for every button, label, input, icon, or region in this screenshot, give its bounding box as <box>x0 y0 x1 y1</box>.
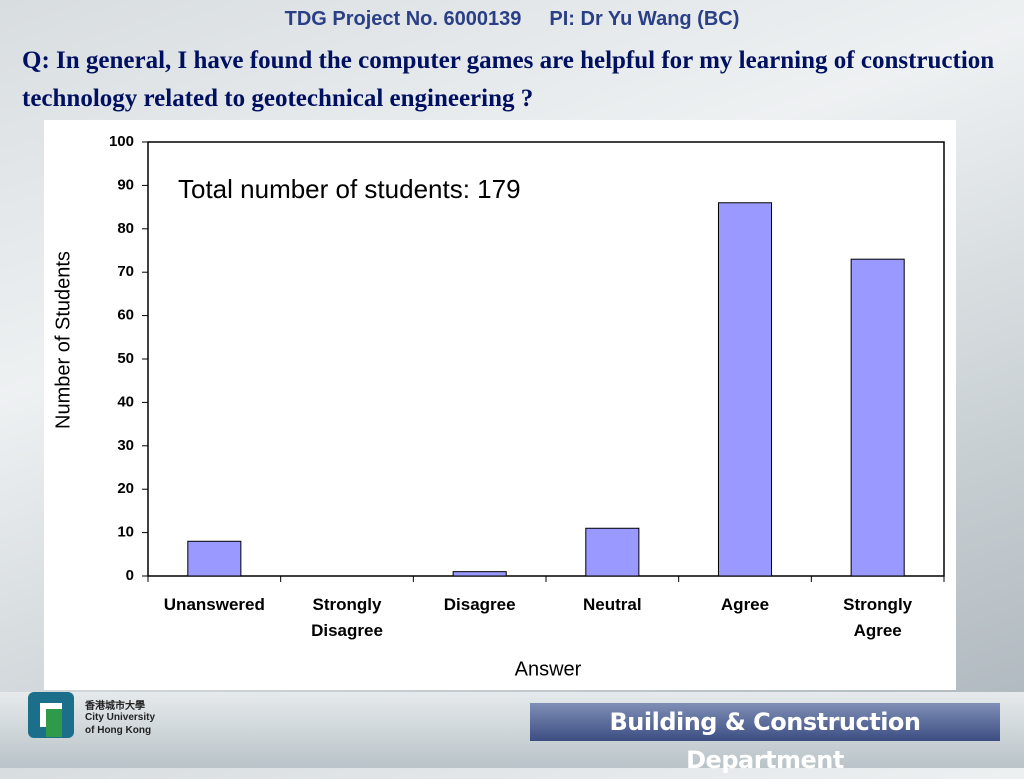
y-tick-label: 100 <box>109 133 134 150</box>
x-tick-label: Neutral <box>583 595 642 614</box>
x-axis-title: Answer <box>515 658 582 680</box>
logo-chinese: 香港城市大學 <box>85 701 145 712</box>
y-tick-label: 90 <box>117 176 134 193</box>
pi: PI: Dr Yu Wang (BC) <box>549 8 740 30</box>
bar <box>585 527 640 577</box>
department-banner: Building & Construction Department <box>530 703 1000 774</box>
bar <box>452 571 507 577</box>
y-tick-label: 40 <box>117 393 134 410</box>
x-tick-label: Disagree <box>443 595 516 614</box>
y-tick-label: 50 <box>117 350 134 367</box>
bar <box>717 202 773 577</box>
y-tick-label: 10 <box>117 524 134 541</box>
chart-panel <box>44 120 956 690</box>
x-tick-label: Strongly Agree <box>843 595 913 640</box>
x-tick-label: Agree <box>720 595 770 614</box>
y-tick-label: 70 <box>117 263 134 280</box>
logo-icon <box>28 692 74 738</box>
project: TDG Project No. 6000139 <box>284 8 522 30</box>
y-axis-title: Number of Students <box>52 251 74 429</box>
annotation: Total number of students: 179 <box>178 174 521 204</box>
bar <box>850 258 905 577</box>
y-tick-label: 0 <box>126 567 134 584</box>
plot-frame <box>147 141 945 577</box>
logo-line: of Hong Kong <box>85 725 152 736</box>
bar <box>187 540 242 577</box>
x-tick-label: Unanswered <box>163 595 265 614</box>
y-tick-label: 20 <box>117 480 134 497</box>
header: TDG Project No. 6000139 PI: Dr Yu Wang (B… <box>0 8 1024 31</box>
y-tick-label: 30 <box>117 437 134 454</box>
x-tick-label: Strongly Disagree <box>311 595 383 640</box>
y-tick-label: 80 <box>117 220 134 237</box>
y-tick-label: 60 <box>117 307 134 324</box>
logo-line: City University <box>85 712 156 723</box>
question: Q: In general, I have found the computer… <box>22 47 995 112</box>
